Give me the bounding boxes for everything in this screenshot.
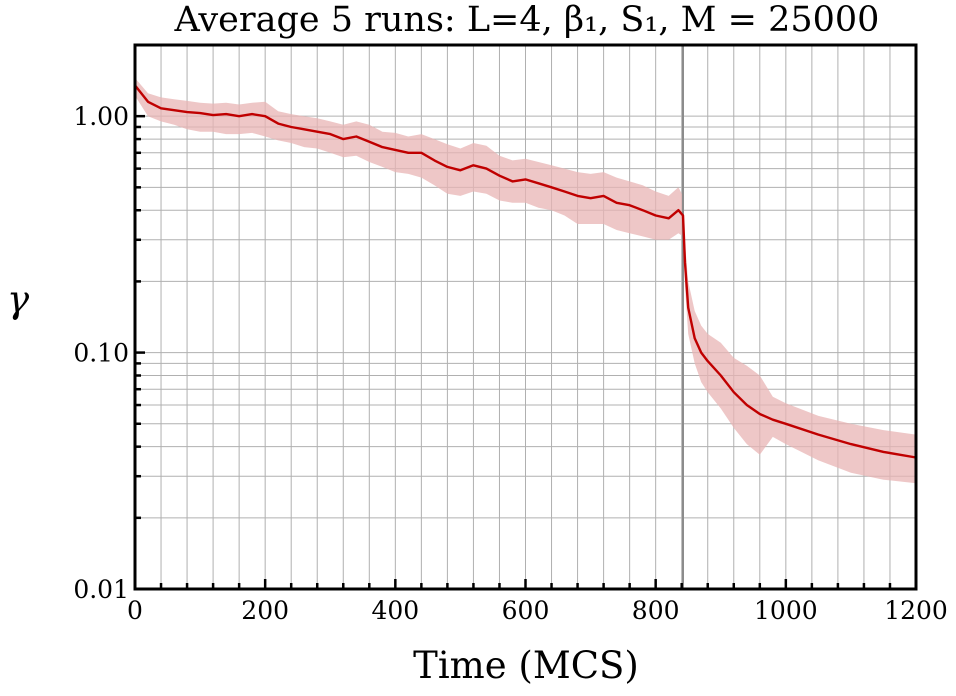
plot-frame [133, 43, 918, 591]
y-tick-label: 0.10 [73, 339, 129, 368]
chart-title: Average 5 runs: L=4, β₁, S₁, M = 25000 [174, 0, 880, 40]
y-tick-label: 1.00 [73, 102, 129, 131]
series-confidence-band [135, 78, 916, 484]
x-tick-label: 1200 [884, 596, 948, 625]
confidence-band-layer [135, 78, 916, 484]
x-tick-label: 1000 [754, 596, 818, 625]
x-tick-label: 800 [632, 596, 680, 625]
x-axis-label: Time (MCS) [413, 644, 639, 687]
x-tick-label: 0 [127, 596, 143, 625]
x-tick-label: 200 [241, 596, 289, 625]
y-axis-label: γ [7, 278, 30, 321]
y-tick-label: 0.01 [73, 575, 129, 604]
x-tick-label: 400 [371, 596, 419, 625]
tick-labels: 0 200 400 600 800 1000 1200 0.01 0.10 1.00 [73, 102, 947, 625]
series-line-layer [134, 84, 917, 459]
series-line [134, 84, 917, 459]
x-tick-label: 600 [502, 596, 550, 625]
